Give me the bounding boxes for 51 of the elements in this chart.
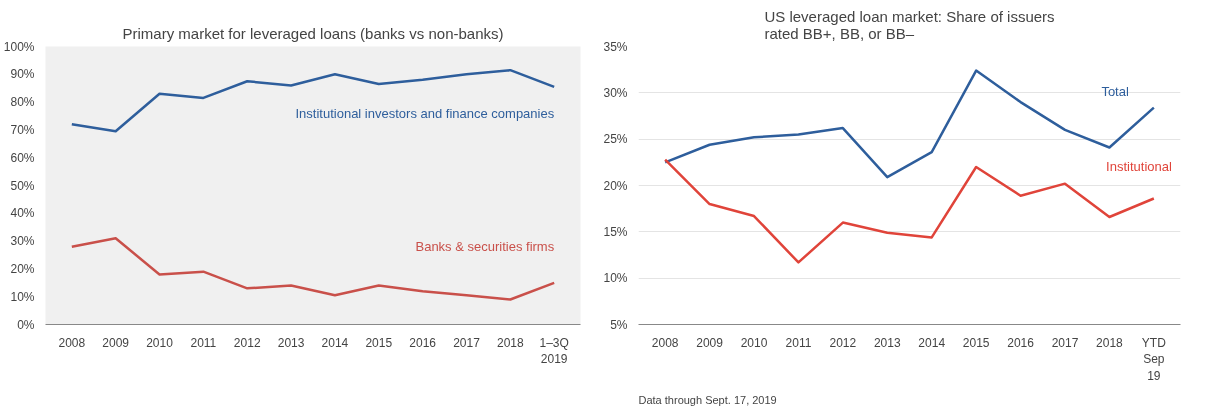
y-tick-label: 90%: [10, 67, 35, 82]
y-tick-label: 30%: [10, 234, 35, 249]
text: Banks & securities firms: [415, 239, 555, 255]
y-tick-label: 60%: [10, 150, 35, 165]
x-tick-label: 2015: [962, 335, 990, 350]
line-series: [70, 237, 556, 301]
series-label: Institutional investors and finance companies: [295, 106, 555, 122]
y-tick-label: 70%: [10, 122, 35, 137]
x-tick-label: 2008: [58, 335, 86, 350]
x-tick-label: 1–3Q 2019: [539, 335, 569, 367]
y-tick-label: 0%: [17, 317, 35, 332]
x-tick-label: 2009: [696, 335, 724, 350]
y-tick-label: 20%: [603, 178, 628, 193]
x-tick-label: 2016: [1007, 335, 1035, 350]
x-tick-label: 2011: [785, 335, 812, 350]
x-tick-label: 2017: [453, 335, 481, 350]
y-tick-label: 10%: [10, 289, 35, 304]
y-tick-label: 50%: [10, 178, 35, 193]
x-tick-label: 2013: [873, 335, 901, 350]
y-tick-label: 15%: [603, 224, 628, 239]
x-tick-label: YTD Sep 19: [1141, 335, 1167, 384]
chart-title: Primary market for leveraged loans (banks vs non-banks): [122, 24, 504, 42]
series-label: Total: [1101, 84, 1129, 100]
chart-title: US leveraged loan market: Share of issuers rated BB+, BB, or BB–: [764, 7, 1055, 42]
x-tick-label: 2017: [1051, 335, 1079, 350]
x-tick-label: 2009: [102, 335, 130, 350]
x-tick-label: 2013: [277, 335, 305, 350]
y-tick-label: 30%: [603, 85, 628, 100]
x-tick-label: 2014: [918, 335, 946, 350]
line-series: [70, 68, 556, 133]
y-tick-label: 20%: [10, 261, 35, 276]
text: Data through Sept. 17, 2019: [638, 393, 777, 406]
x-tick-label: 2015: [365, 335, 393, 350]
x-tick-label: 2010: [146, 335, 174, 350]
x-tick-label: 2012: [233, 335, 261, 350]
x-tick-label: 2014: [321, 335, 349, 350]
x-tick-label: 2016: [409, 335, 437, 350]
y-tick-label: 25%: [603, 132, 628, 147]
y-tick-label: 35%: [603, 39, 628, 54]
y-tick-label: 40%: [10, 206, 35, 221]
x-tick-label: 2011: [190, 335, 217, 350]
x-tick-label: 2010: [740, 335, 768, 350]
y-tick-label: 5%: [610, 317, 628, 332]
x-tick-label: 2012: [829, 335, 857, 350]
y-tick-label: 10%: [603, 271, 628, 286]
text: Institutional: [1106, 158, 1172, 174]
y-tick-label: 100%: [3, 39, 35, 54]
x-tick-label: 2008: [651, 335, 679, 350]
y-tick-label: 80%: [10, 95, 35, 110]
x-tick-label: 2018: [496, 335, 525, 350]
x-tick-label: 2018: [1096, 335, 1124, 350]
